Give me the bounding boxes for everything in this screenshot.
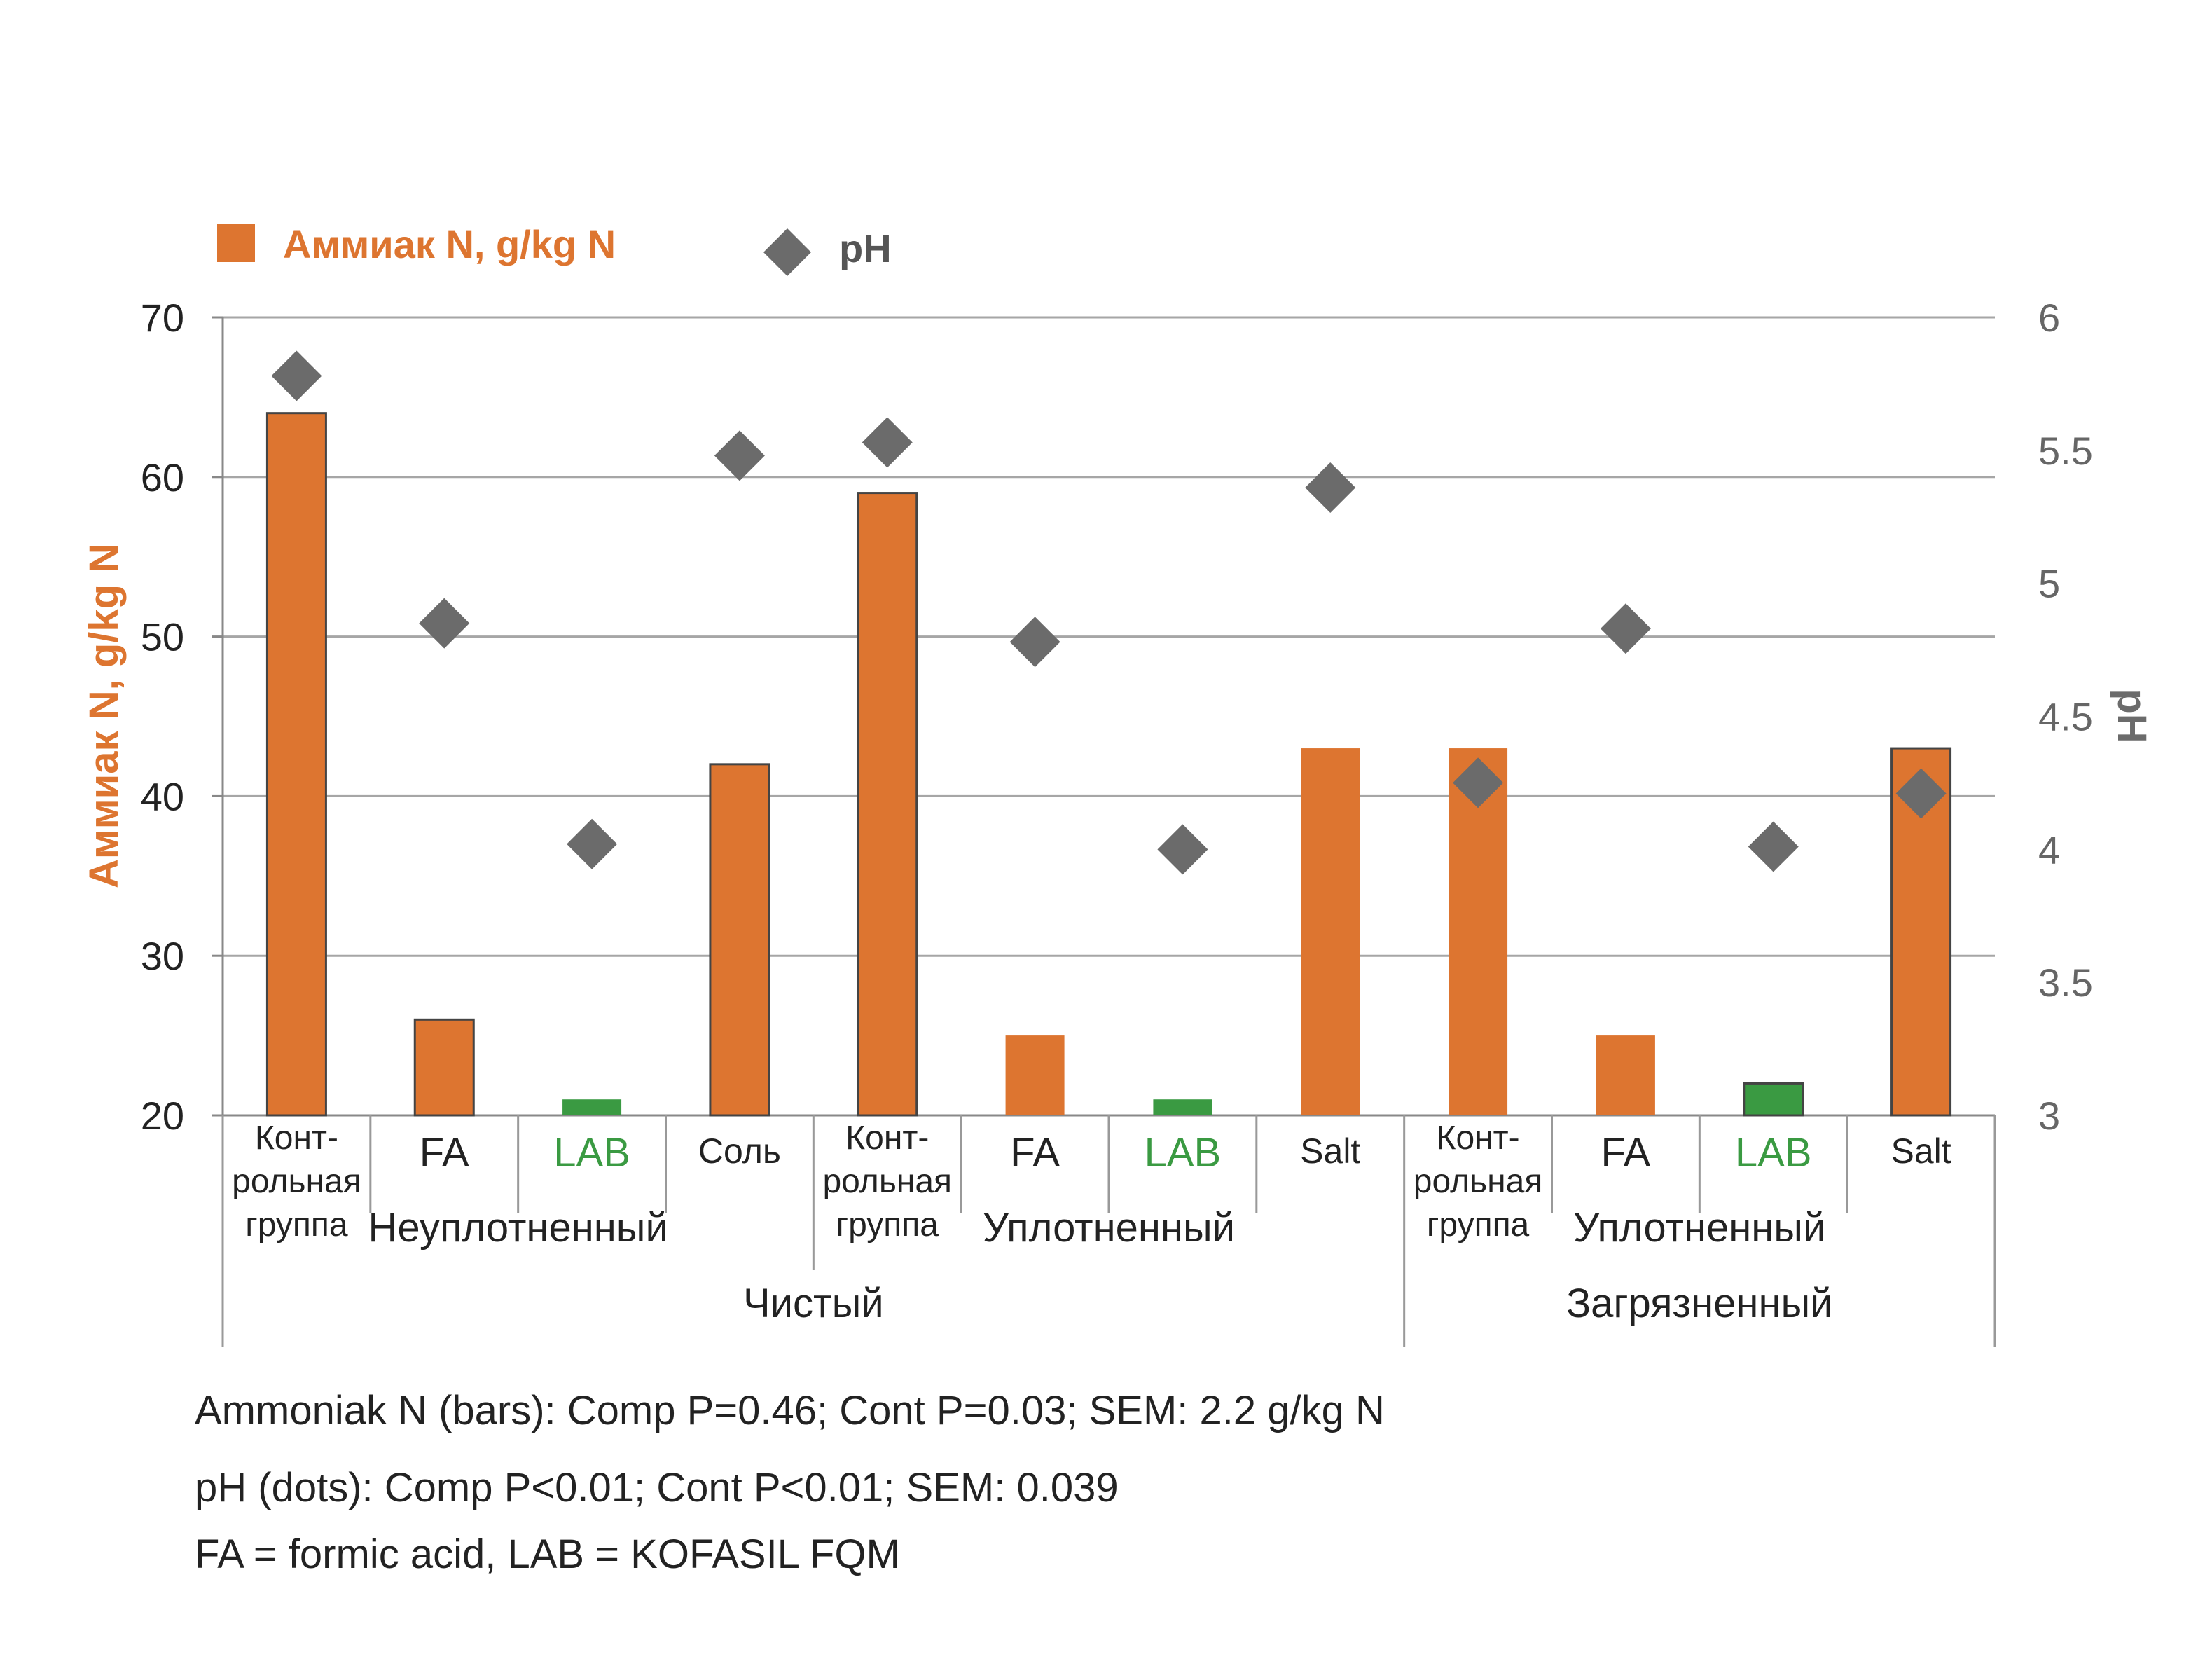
category-label: LAB	[1145, 1130, 1222, 1176]
category-label: FA	[1010, 1130, 1060, 1176]
group-label-contamination: Чистый	[743, 1281, 884, 1326]
left-axis-title: Аммиак N, g/kg N	[81, 544, 127, 888]
note-ammonia-stats: Ammoniak N (bars): Comp P=0.46; Cont P=0…	[195, 1388, 1385, 1433]
legend-label-ammonia: Аммиак N, g/kg N	[283, 222, 616, 266]
point-ph	[567, 818, 618, 869]
point-ph	[1305, 462, 1356, 513]
group-label-compaction: Уплотненный	[1573, 1205, 1825, 1251]
point-ph	[1453, 757, 1504, 808]
bar-ammonia	[1449, 748, 1508, 1115]
point-ph	[1009, 617, 1060, 668]
category-label: Salt	[1300, 1131, 1360, 1171]
bar-ammonia	[857, 492, 918, 1117]
category-label: Salt	[1890, 1131, 1951, 1171]
category-label: рольная	[1413, 1163, 1543, 1200]
note-ph-stats: pH (dots): Comp P<0.01; Cont P<0.01; SEM…	[195, 1465, 1119, 1510]
category-label: Конт-	[1437, 1120, 1520, 1157]
left-tick-label: 60	[141, 455, 184, 500]
right-axis-title: pH	[2109, 689, 2155, 743]
right-tick-label: 5.5	[2038, 429, 2093, 473]
category-label: FA	[1601, 1130, 1650, 1176]
legend-label-ph: pH	[839, 226, 892, 270]
category-label: группа	[245, 1206, 348, 1244]
point-ph	[271, 350, 322, 401]
left-tick-label: 50	[141, 615, 184, 659]
legend-swatch-ammonia	[217, 224, 255, 262]
point-ph	[419, 598, 470, 649]
group-label-compaction: Уплотненный	[983, 1205, 1235, 1251]
point-ph	[1748, 821, 1799, 872]
right-tick-label: 4	[2038, 827, 2060, 872]
bar-ammonia	[709, 763, 770, 1117]
right-tick-label: 5	[2038, 562, 2060, 606]
category-label: LAB	[553, 1130, 630, 1176]
category-label: Конт-	[845, 1120, 929, 1157]
bar-ammonia	[1301, 748, 1360, 1115]
category-label: Конт-	[255, 1120, 338, 1157]
left-tick-label: 30	[141, 934, 184, 978]
bar-ammonia	[265, 412, 327, 1117]
right-tick-label: 3	[2038, 1094, 2060, 1138]
note-abbreviations: FA = formic acid, LAB = KOFASIL FQM	[195, 1531, 900, 1577]
left-tick-label: 70	[141, 296, 184, 340]
left-tick-label: 40	[141, 774, 184, 818]
point-ph	[1895, 768, 1947, 819]
category-label: группа	[836, 1206, 939, 1244]
right-tick-label: 6	[2038, 296, 2060, 340]
bar-ammonia	[1596, 1035, 1655, 1115]
point-ph	[714, 430, 765, 481]
left-tick-label: 20	[141, 1094, 184, 1138]
bar-ammonia	[562, 1099, 622, 1115]
category-label: FA	[420, 1130, 469, 1176]
category-label: группа	[1427, 1206, 1530, 1244]
legend-marker-ph	[763, 228, 811, 276]
group-label-compaction: Неуплотненный	[368, 1205, 668, 1251]
category-label: рольная	[232, 1163, 361, 1200]
bar-ammonia	[1743, 1082, 1804, 1117]
category-label: LAB	[1735, 1130, 1812, 1176]
point-ph	[862, 417, 913, 468]
right-tick-label: 4.5	[2038, 695, 2093, 739]
right-tick-label: 3.5	[2038, 961, 2093, 1005]
point-ph	[1157, 824, 1208, 875]
category-label: рольная	[822, 1163, 952, 1200]
bar-ammonia	[413, 1018, 475, 1117]
bar-ammonia	[1005, 1035, 1065, 1115]
bar-ammonia	[1153, 1099, 1212, 1115]
group-label-contamination: Загрязненный	[1566, 1281, 1832, 1326]
category-label: Соль	[698, 1131, 781, 1171]
point-ph	[1600, 603, 1651, 654]
